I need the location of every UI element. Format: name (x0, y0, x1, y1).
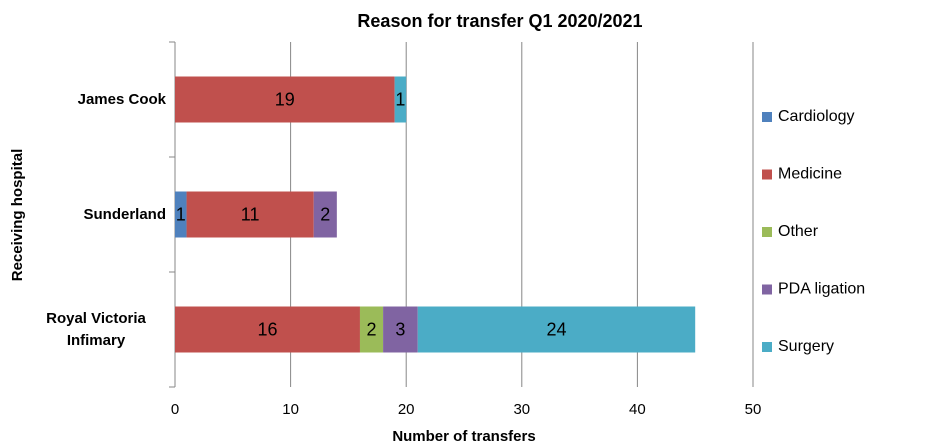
bar-segment (175, 191, 187, 238)
y-axis-title: Receiving hospital (9, 149, 26, 282)
data-label: 11 (241, 204, 260, 224)
bar-segment (394, 76, 407, 123)
data-label: 19 (275, 89, 295, 109)
data-label: 1 (176, 204, 186, 224)
data-label: 2 (367, 319, 377, 339)
x-tick-label: 20 (398, 401, 415, 418)
data-label: 2 (320, 204, 330, 224)
data-label: 16 (257, 319, 277, 339)
bar-segment (417, 306, 696, 353)
y-tick-label: James Cook (77, 90, 166, 108)
bar-segment (186, 191, 314, 238)
x-tick-label: 0 (171, 401, 179, 418)
legend-swatch (762, 227, 772, 237)
legend-swatch (762, 342, 772, 352)
data-label: 1 (395, 89, 405, 109)
data-label: 24 (546, 319, 566, 339)
y-tick-label: Royal Victoria Infimary (46, 309, 146, 349)
x-tick-label: 30 (513, 401, 530, 418)
data-label: 3 (395, 319, 405, 339)
legend-swatch (762, 284, 772, 295)
legend-label: Other (778, 223, 819, 240)
x-axis-title: Number of transfers (392, 428, 535, 444)
chart-title: Reason for transfer Q1 2020/2021 (357, 11, 642, 31)
bar-segment (313, 191, 337, 238)
x-tick-label: 40 (629, 401, 646, 418)
legend-swatch (762, 112, 772, 122)
bar-segment (175, 306, 360, 353)
y-tick-label: Sunderland (83, 205, 166, 223)
bar-segment (175, 76, 395, 123)
legend-label: Medicine (778, 166, 842, 183)
legend-swatch (762, 169, 772, 180)
legend-label: Surgery (778, 338, 834, 355)
bar-segment (383, 306, 418, 353)
bar-segment (359, 306, 384, 353)
x-tick-label: 50 (745, 401, 762, 418)
legend-label: PDA ligation (778, 281, 865, 298)
legend-label: Cardiology (778, 108, 854, 125)
x-tick-label: 10 (282, 401, 299, 418)
